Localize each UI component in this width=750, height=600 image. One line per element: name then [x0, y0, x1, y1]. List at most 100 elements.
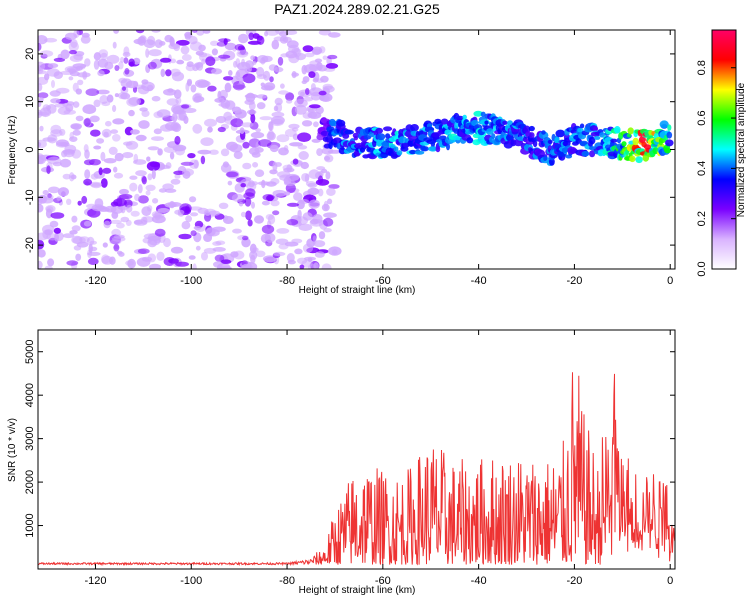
spectrogram-noise-cell [256, 66, 265, 77]
spectrogram-signal-cell [621, 141, 627, 147]
spectrogram-noise-cell [75, 253, 82, 261]
colorbar-tick-label: 0.6 [696, 110, 708, 125]
spectrogram-noise-cell [126, 204, 133, 213]
spectrogram-noise-cell [278, 31, 289, 37]
spectrogram-noise-cell [301, 120, 313, 127]
spectrogram-noise-cell [323, 212, 337, 218]
spectrogram-noise-cell [294, 104, 308, 115]
spectrogram-noise-cell [192, 93, 202, 103]
spectrogram-noise-cell [264, 232, 276, 243]
spectrogram-noise-cell [124, 68, 130, 75]
y-tick-label: 0 [24, 146, 36, 152]
spectrogram-noise-cell [271, 111, 285, 118]
spectrogram-noise-cell [273, 105, 279, 112]
spectrogram-noise-cell [93, 59, 100, 70]
spectrogram-noise-cell [128, 96, 142, 106]
spectrogram-noise-cell [302, 45, 314, 53]
spectrogram-noise-cell [321, 147, 334, 155]
colorbar-ticks: 0.0 0.2 0.4 0.6 0.8 [696, 60, 736, 277]
spectrogram-noise-cell [112, 41, 117, 49]
spectrogram-noise-cell [190, 212, 199, 217]
spectrogram-noise-cell [145, 184, 156, 191]
spectrogram-noise-cell [69, 131, 74, 140]
spectrogram-noise-cell [233, 60, 238, 68]
spectrogram-noise-cell [176, 59, 185, 65]
x-tick-label: -60 [375, 275, 391, 287]
spectrogram-noise-cell [201, 58, 206, 65]
spectrogram-noise-cell [59, 70, 74, 75]
spectrogram-noise-cell [314, 58, 323, 63]
spectrogram-noise-cell [166, 98, 179, 106]
spectrogram-noise-cell [250, 113, 256, 123]
spectrogram-noise-cell [270, 199, 280, 207]
spectrogram-noise-cell [62, 173, 71, 180]
spectrogram-noise-cell [252, 247, 259, 252]
spectrogram-noise-cell [128, 58, 135, 67]
spectrogram-noise-cell [137, 85, 150, 95]
spectrogram-noise-cell [248, 180, 255, 188]
spectrogram-noise-cell [129, 182, 138, 192]
spectrogram-noise-cell [119, 188, 129, 195]
spectrogram-signal-cell [444, 129, 452, 136]
spectrogram-noise-cell [116, 222, 125, 229]
spectrogram-noise-cell [84, 169, 91, 180]
spectrogram-noise-cell [130, 210, 140, 217]
spectrogram-noise-cell [327, 54, 338, 60]
spectrogram-noise-cell [188, 255, 196, 260]
spectrogram-noise-cell [231, 106, 242, 114]
spectrogram-noise-cell [328, 32, 341, 38]
spectrogram-noise-cell [316, 166, 326, 171]
spectrogram-noise-cell [311, 48, 322, 56]
spectrogram-noise-cell [38, 260, 43, 269]
spectrogram-noise-cell [197, 80, 211, 88]
spectrogram-noise-cell [207, 85, 217, 92]
spectrogram-signal-cell [435, 146, 441, 153]
spectrogram-noise-cell [46, 165, 51, 175]
spectrogram-noise-cell [247, 219, 253, 227]
spectrogram-noise-cell [90, 173, 99, 180]
spectrogram-noise-cell [165, 162, 172, 169]
spectrogram-noise-cell [50, 98, 61, 104]
spectrogram-y-ticks: -20 -10 0 10 20 [24, 48, 675, 253]
spectrogram-noise-cell [269, 76, 274, 83]
spectrogram-noise-cell [46, 68, 60, 77]
spectrogram-noise-cell [254, 215, 264, 224]
spectrogram-noise-cell [82, 104, 97, 115]
spectrogram-noise-cell [305, 88, 310, 95]
spectrogram-noise-cell [182, 168, 194, 177]
spectrogram-noise-cell [269, 144, 279, 153]
spectrogram-noise-cell [157, 148, 162, 156]
spectrogram-noise-cell [302, 212, 313, 221]
spectrogram-noise-cell [53, 227, 62, 234]
spectrogram-noise-cell [214, 254, 225, 262]
spectrogram-noise-cell [273, 251, 286, 257]
spectrogram-noise-cell [300, 161, 309, 170]
spectrogram-x-label: Height of straight line (km) [299, 285, 416, 296]
spectrogram-noise-cell [174, 174, 181, 179]
spectrogram-noise-cell [242, 235, 249, 241]
spectrogram-noise-cell [328, 184, 340, 189]
spectrogram-noise-cell [276, 134, 290, 143]
spectrogram-noise-cell [201, 251, 208, 261]
spectrogram-noise-cell [38, 203, 44, 213]
spectrogram-signal-cell [454, 121, 459, 130]
spectrogram-noise-cell [151, 95, 161, 102]
spectrogram-noise-cell [278, 90, 289, 95]
spectrogram-signal-cell [593, 126, 598, 132]
spectrogram-signal-cell [532, 140, 538, 148]
spectrogram-noise-cell [42, 194, 54, 200]
spectrogram-noise-cell [113, 243, 120, 252]
spectrogram-noise-cell [267, 214, 276, 225]
spectrogram-noise-cell [220, 148, 230, 157]
spectrogram-noise-cell [202, 30, 211, 34]
spectrogram-noise-cell [168, 43, 180, 50]
spectrogram-noise-cell [112, 118, 125, 125]
spectrogram-noise-cell [261, 85, 274, 91]
spectrogram-noise-cell [181, 54, 192, 61]
spectrogram-noise-cell [68, 41, 80, 52]
spectrogram-noise-cell [250, 254, 256, 264]
spectrogram-noise-cell [223, 76, 234, 81]
spectrogram-noise-cell [312, 235, 317, 245]
spectrogram-noise-cell [247, 109, 257, 115]
y-tick-label: 1000 [24, 513, 36, 537]
